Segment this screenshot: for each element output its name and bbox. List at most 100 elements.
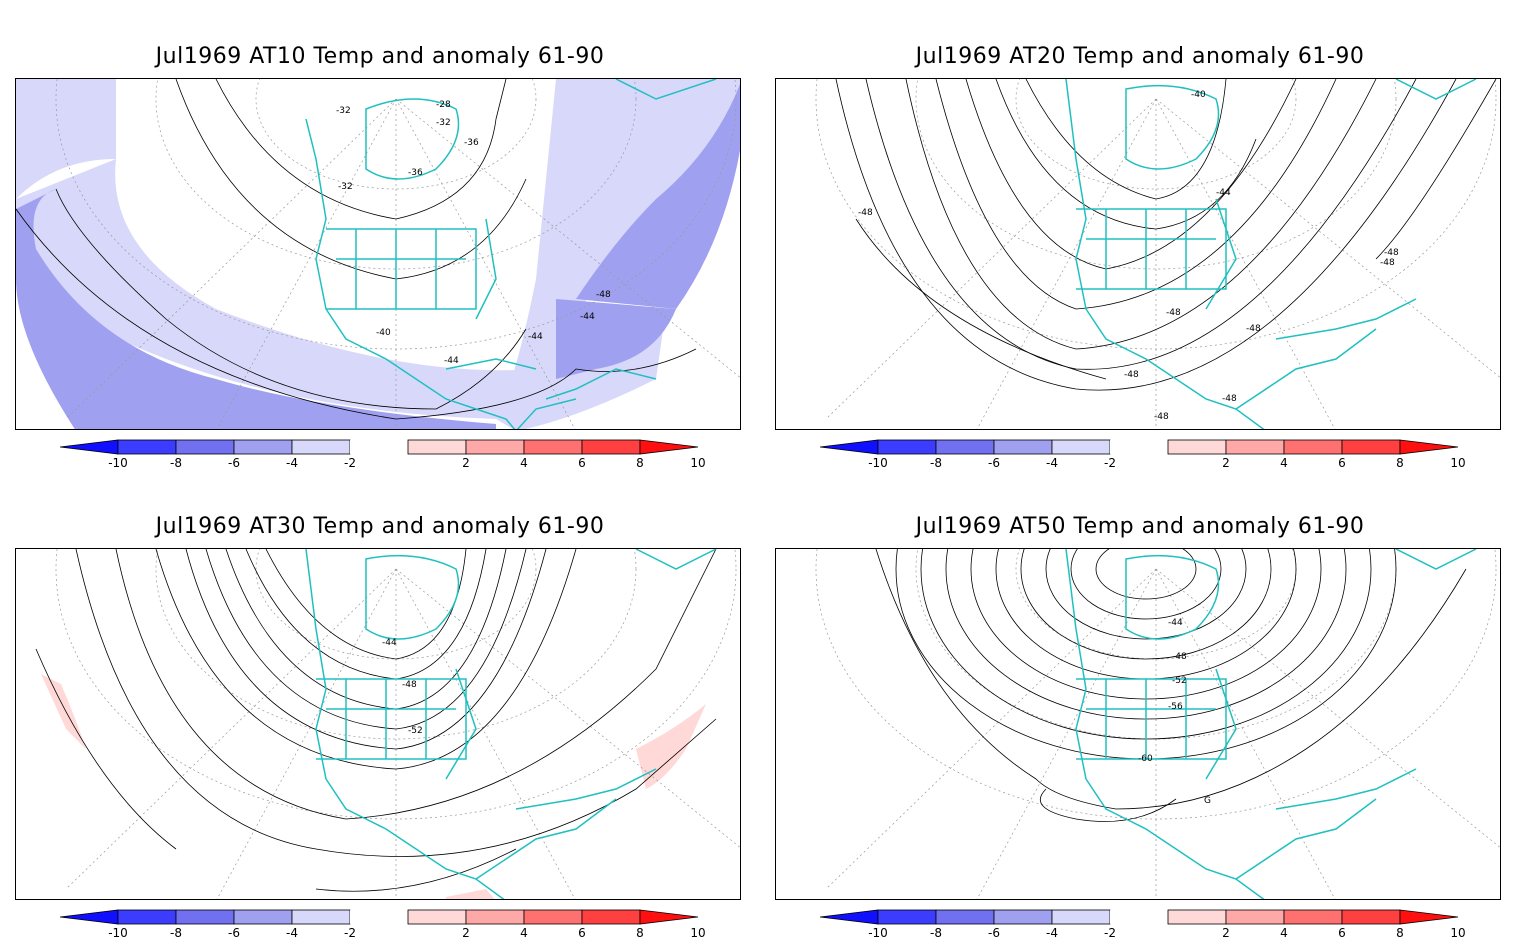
coastlines bbox=[1065, 79, 1477, 429]
colorbar-tick-label: -4 bbox=[1046, 456, 1058, 470]
colorbar-arrow-low bbox=[820, 439, 879, 455]
colorbar-tick-label: 10 bbox=[1450, 456, 1466, 470]
panel-title: Jul1969 AT20 Temp and anomaly 61-90 bbox=[915, 44, 1365, 69]
colorbar-segment bbox=[117, 909, 177, 925]
contour-label: -48 bbox=[1124, 370, 1139, 380]
colorbar-segment bbox=[233, 909, 293, 925]
colorbar bbox=[820, 909, 1459, 925]
contour-label: -32 bbox=[336, 106, 351, 116]
colorbar-tick-label: -6 bbox=[228, 926, 240, 940]
panel-title: Jul1969 AT10 Temp and anomaly 61-90 bbox=[155, 44, 605, 69]
colorbar-arrow-high bbox=[1399, 909, 1459, 925]
colorbar-segment bbox=[1225, 909, 1285, 925]
colorbar-segment bbox=[407, 439, 467, 455]
colorbar-tick-label: 6 bbox=[578, 926, 586, 940]
colorbar-segment bbox=[1341, 909, 1401, 925]
contour-label: -48 bbox=[858, 208, 873, 218]
contour-label: -40 bbox=[1191, 90, 1206, 100]
colorbar bbox=[60, 909, 699, 925]
colorbar-arrow-high bbox=[639, 909, 699, 925]
colorbar-arrow-low bbox=[820, 909, 879, 925]
colorbar-tick-label: 8 bbox=[1396, 456, 1404, 470]
colorbar-tick-label: 4 bbox=[1280, 926, 1288, 940]
coastlines bbox=[1065, 549, 1477, 899]
colorbar-tick-label: 2 bbox=[462, 926, 470, 940]
temperature-contours bbox=[35, 549, 717, 892]
colorbar-segment bbox=[935, 909, 995, 925]
colorbar-tick-label: 10 bbox=[690, 926, 706, 940]
contour-label: -32 bbox=[436, 118, 451, 128]
map-plot: -40 -44 -48 -48 -48 -48 -48 -48 -48 -48 bbox=[815, 79, 1500, 429]
colorbar-tick-label: 6 bbox=[1338, 456, 1346, 470]
coastlines bbox=[305, 549, 717, 899]
anomaly-region-light bbox=[16, 79, 116, 199]
colorbar-segment bbox=[935, 439, 995, 455]
colorbar-arrow-high bbox=[1399, 439, 1459, 455]
contour-label: -52 bbox=[1172, 676, 1187, 686]
panel-at50: Jul1969 AT50 Temp and anomaly 61-90 bbox=[760, 470, 1520, 940]
contour-label: -44 bbox=[382, 638, 397, 648]
colorbar-tick-label: -10 bbox=[868, 926, 888, 940]
colorbar-segment bbox=[407, 909, 467, 925]
anomaly-region-mid bbox=[556, 299, 676, 379]
map-plot: -44 -48 -52 bbox=[35, 549, 740, 899]
colorbar-tick-label: -8 bbox=[170, 456, 182, 470]
colorbar-segment bbox=[117, 439, 177, 455]
colorbar-segment bbox=[581, 909, 641, 925]
colorbar-tick-label: 2 bbox=[1222, 926, 1230, 940]
coastlines bbox=[305, 79, 717, 429]
contour-label: -52 bbox=[408, 726, 423, 736]
colorbar-segment bbox=[523, 439, 583, 455]
colorbar-tick-label: 10 bbox=[690, 456, 706, 470]
colorbar-tick-label: -6 bbox=[228, 456, 240, 470]
colorbar-segment bbox=[1110, 440, 1168, 454]
contour-label: -48 bbox=[402, 680, 417, 690]
colorbar-tick-label: 6 bbox=[1338, 926, 1346, 940]
contour-label: G bbox=[1204, 796, 1211, 806]
colorbar-segment bbox=[1283, 439, 1343, 455]
colorbar-segment bbox=[1167, 909, 1227, 925]
colorbar-tick-label: -4 bbox=[286, 926, 298, 940]
temperature-contours bbox=[835, 79, 1497, 391]
grid-lines bbox=[55, 549, 740, 899]
colorbar-tick-label: 4 bbox=[520, 926, 528, 940]
colorbar-tick-label: -8 bbox=[930, 926, 942, 940]
contour-label: -48 bbox=[1154, 412, 1169, 422]
colorbar-segment bbox=[1341, 439, 1401, 455]
temperature-contours bbox=[875, 549, 1467, 822]
contour-label: -36 bbox=[408, 168, 423, 178]
contour-label: -32 bbox=[338, 182, 353, 192]
colorbar-tick-label: 8 bbox=[1396, 926, 1404, 940]
panel-at20: Jul1969 AT20 Temp and anomaly 61-90 bbox=[760, 0, 1520, 470]
colorbar-tick-label: -4 bbox=[286, 456, 298, 470]
contour-label: -48 bbox=[1384, 248, 1399, 258]
colorbar-tick-label: -2 bbox=[344, 456, 356, 470]
colorbar-segment bbox=[1225, 439, 1285, 455]
panel-title: Jul1969 AT30 Temp and anomaly 61-90 bbox=[155, 514, 605, 539]
colorbar-segment bbox=[581, 439, 641, 455]
colorbar-tick-label: -2 bbox=[1104, 926, 1116, 940]
colorbar-tick-label: 6 bbox=[578, 456, 586, 470]
panel-at30: Jul1969 AT30 Temp and anomaly 61-90 bbox=[0, 470, 760, 940]
contour-label: -48 bbox=[1246, 324, 1261, 334]
colorbar-segment bbox=[175, 909, 235, 925]
colorbar bbox=[820, 439, 1459, 455]
anomaly-region-mid bbox=[16, 189, 496, 429]
grid-lines bbox=[55, 79, 740, 429]
colorbar-segment bbox=[1110, 910, 1168, 924]
colorbar-tick-label: -10 bbox=[108, 456, 128, 470]
colorbar-segment bbox=[465, 439, 525, 455]
colorbar-segment bbox=[291, 909, 351, 925]
contour-label: -44 bbox=[1168, 618, 1183, 628]
grid-lines bbox=[815, 79, 1500, 429]
map-plot: -28 -32 -32 -36 -32 -36 -40 -44 -44 -44 … bbox=[16, 79, 740, 429]
contour-label: -28 bbox=[436, 100, 451, 110]
map-frame: -44 -48 -52 bbox=[15, 548, 741, 900]
contour-label: -56 bbox=[1168, 702, 1183, 712]
map-frame: -40 -44 -48 -48 -48 -48 -48 -48 -48 -48 bbox=[775, 78, 1501, 430]
map-plot: -44 -48 -52 -56 -60 G bbox=[815, 549, 1500, 899]
anomaly-region-mid bbox=[576, 84, 740, 309]
colorbar-tick-label: 2 bbox=[1222, 456, 1230, 470]
contour-label: -44 bbox=[1216, 188, 1231, 198]
anomaly-region-light bbox=[636, 704, 706, 789]
